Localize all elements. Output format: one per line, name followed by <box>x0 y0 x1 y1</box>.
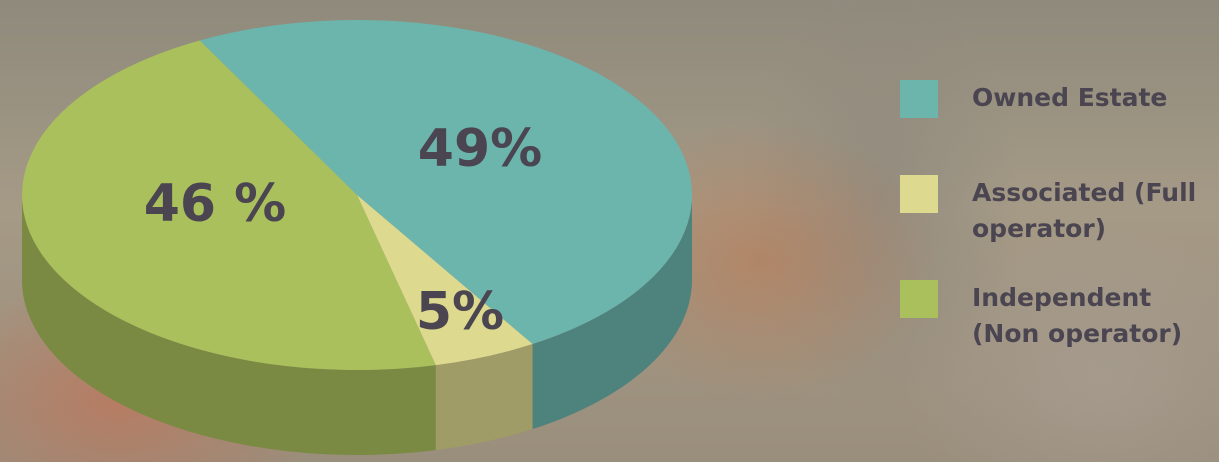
legend-label: Associated (Full operator) <box>972 178 1197 243</box>
legend-swatch <box>900 80 938 118</box>
legend-swatch <box>900 175 938 213</box>
legend-swatch <box>900 280 938 318</box>
legend-label: Independent (Non operator) <box>972 283 1183 348</box>
value-label: 46 % <box>144 174 287 234</box>
legend-item: Associated (Full operator) <box>900 175 1219 247</box>
legend-item: Owned Estate <box>900 80 1219 118</box>
slice <box>22 40 436 371</box>
legend-item: Independent (Non operator) <box>900 280 1219 352</box>
value-label: 5% <box>416 282 504 342</box>
slice <box>357 195 533 366</box>
slice-side <box>22 195 436 455</box>
slice <box>199 20 692 345</box>
slice-side <box>435 344 533 451</box>
value-label: 49% <box>418 119 542 179</box>
slice-side <box>532 195 692 430</box>
legend-label: Owned Estate <box>972 83 1168 112</box>
